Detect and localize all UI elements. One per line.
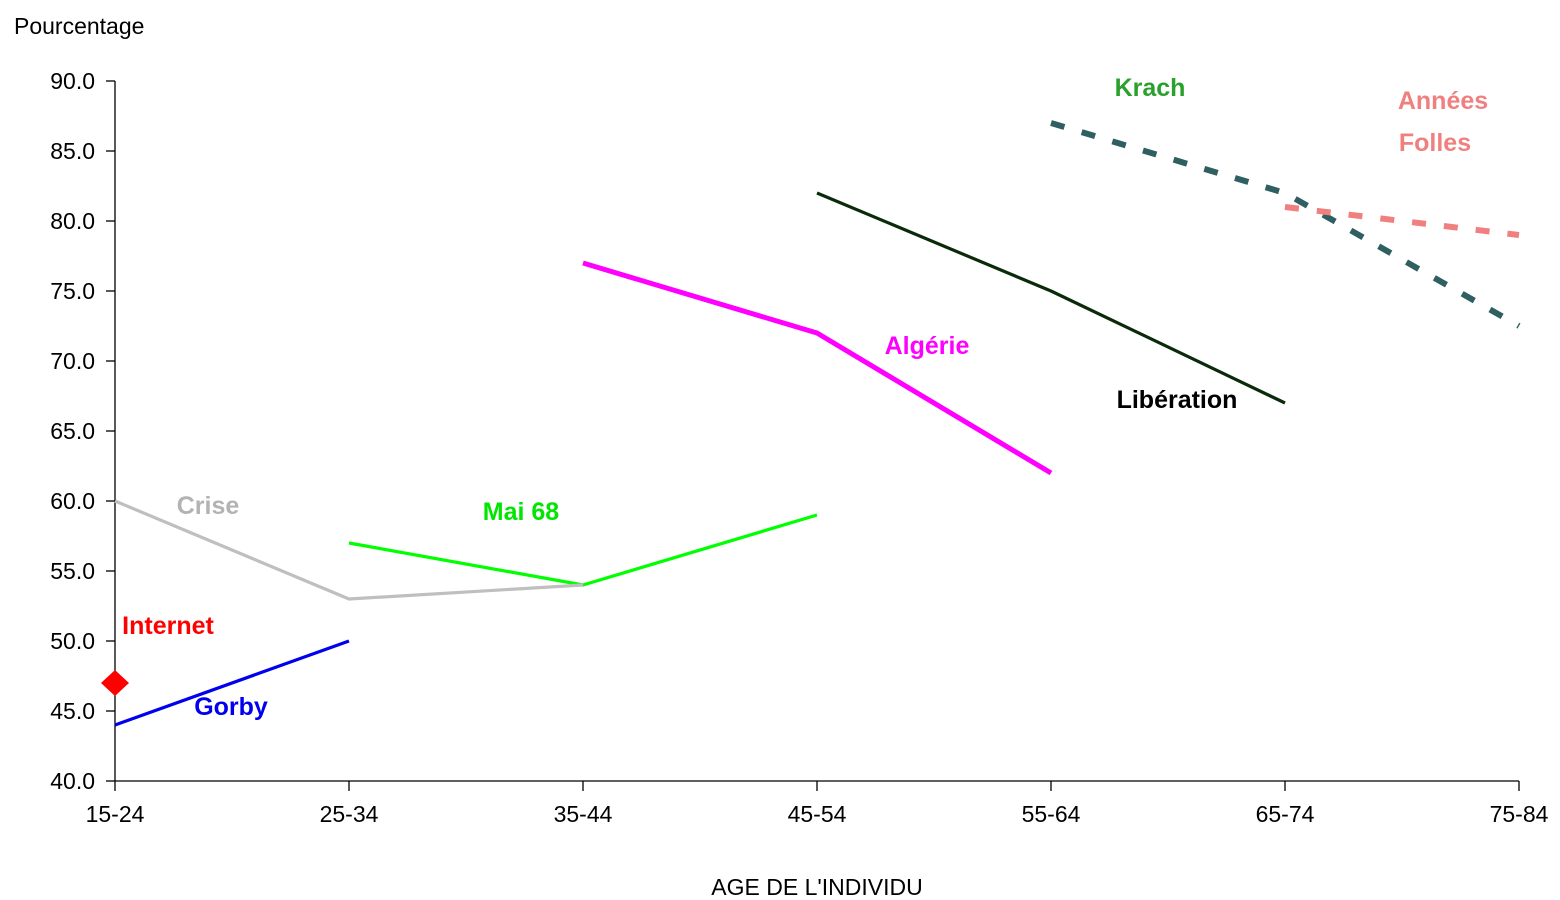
y-tick-label: 65.0 — [50, 418, 95, 444]
y-tick-label: 45.0 — [50, 698, 95, 724]
y-tick-label: 85.0 — [50, 138, 95, 164]
x-tick-label: 15-24 — [86, 801, 145, 827]
series-crise-line — [114, 499, 584, 601]
label-algerie: Algérie — [885, 332, 970, 360]
y-tick-label: 70.0 — [50, 348, 95, 374]
label-liberation: Libération — [1117, 386, 1238, 414]
series-layer — [101, 120, 1521, 727]
y-tick-label: 60.0 — [50, 488, 95, 514]
label-folles: Folles — [1399, 129, 1471, 157]
label-internet: Internet — [122, 612, 214, 640]
series-annees-folles-line — [1284, 204, 1520, 238]
label-crise: Crise — [177, 492, 240, 520]
y-tick-label: 40.0 — [50, 768, 95, 794]
series-labels: Krach Années Folles Libération Algérie Mai 68… — [122, 74, 1488, 721]
y-tick-label: 50.0 — [50, 628, 95, 654]
x-axis-title: AGE DE L'INDIVIDU — [711, 874, 922, 900]
x-tick-label: 75-84 — [1490, 801, 1549, 827]
x-tick-label: 55-64 — [1022, 801, 1081, 827]
axes — [114, 81, 1519, 782]
x-axis-ticks: 15-24 25-34 35-44 45-54 55-64 65-74 75-84 — [86, 781, 1549, 827]
label-mai-68: Mai 68 — [483, 498, 560, 526]
y-tick-label: 75.0 — [50, 278, 95, 304]
x-tick-label: 65-74 — [1256, 801, 1315, 827]
label-krach: Krach — [1115, 74, 1186, 102]
y-tick-label: 90.0 — [50, 68, 95, 94]
y-axis-title: Pourcentage — [14, 13, 144, 39]
label-gorby: Gorby — [194, 693, 268, 721]
series-internet-marker — [101, 670, 129, 696]
series-gorby-line — [114, 639, 350, 727]
series-liberation-line — [816, 191, 1286, 405]
series-krach-line — [1050, 120, 1521, 329]
series-algerie-line — [582, 260, 1053, 476]
x-tick-label: 25-34 — [320, 801, 379, 827]
label-annees: Années — [1398, 87, 1488, 115]
series-mai-68-line — [348, 513, 818, 587]
x-tick-label: 45-54 — [788, 801, 847, 827]
y-axis-ticks: 90.0 85.0 80.0 75.0 70.0 65.0 60.0 55.0 50.0 45.0… — [50, 68, 115, 794]
y-tick-label: 80.0 — [50, 208, 95, 234]
x-tick-label: 35-44 — [554, 801, 613, 827]
y-tick-label: 55.0 — [50, 558, 95, 584]
